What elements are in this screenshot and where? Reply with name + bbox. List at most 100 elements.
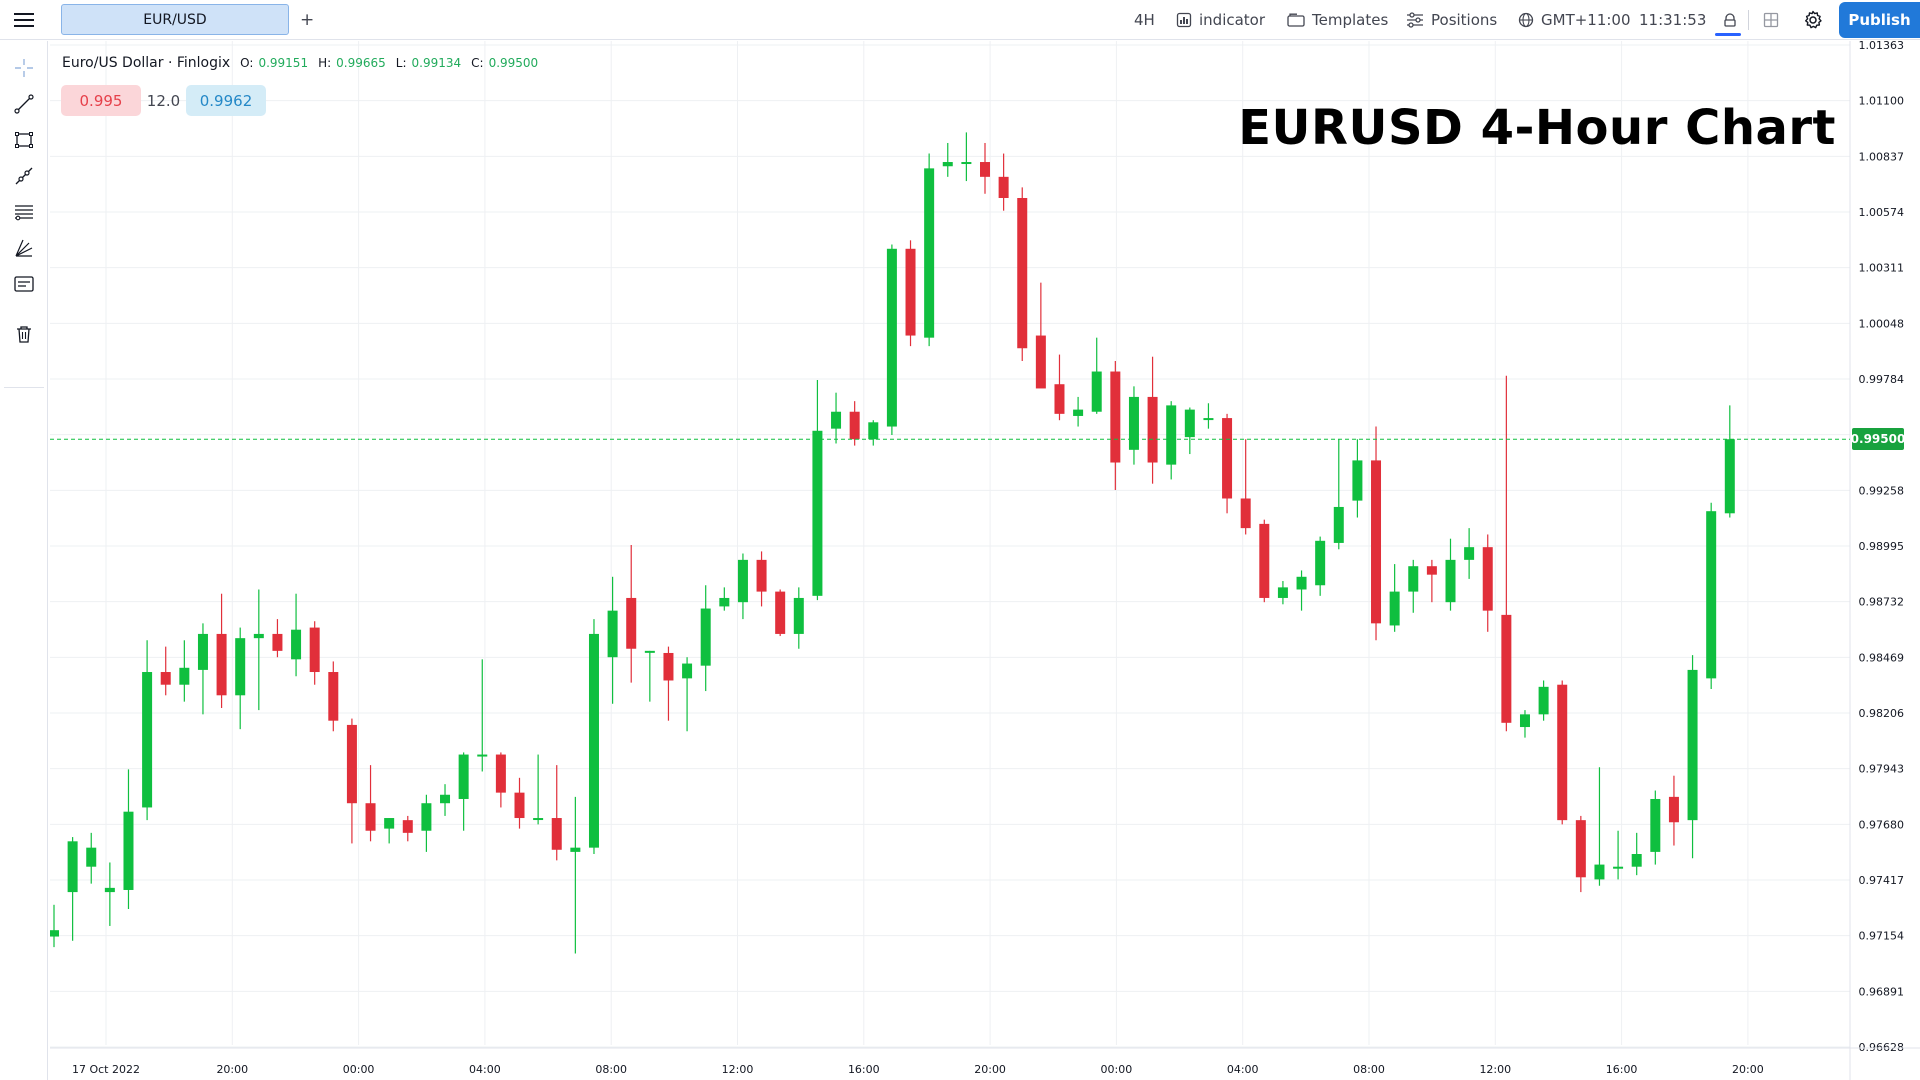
y-tick-label: 1.00048 (1859, 317, 1905, 330)
candle (868, 420, 879, 446)
candle-body (1650, 798, 1661, 852)
add-tab-button[interactable]: + (300, 10, 315, 30)
candle-body (1017, 197, 1028, 349)
candle-body (160, 672, 171, 685)
candle (570, 796, 581, 954)
indicator-label: indicator (1199, 11, 1266, 29)
y-tick-label: 0.99258 (1859, 484, 1905, 497)
y-tick-label: 1.01363 (1859, 41, 1905, 52)
price-chart[interactable]: 1.01363 1.01100 1.00837 1.00574 1.00311 1.000… (50, 41, 1920, 1080)
text-note-icon[interactable] (11, 271, 37, 297)
candle-body (961, 162, 972, 165)
candle-body (328, 672, 339, 721)
candle-body (1035, 335, 1046, 389)
x-tick-label: 12:00 (722, 1063, 754, 1076)
candle-body (1519, 714, 1530, 728)
timezone-button[interactable]: GMT+11:00 (1518, 0, 1631, 40)
candle (1147, 356, 1158, 484)
clock: 11:31:53 (1639, 11, 1707, 29)
candle (1315, 536, 1326, 596)
candle-body (272, 633, 283, 651)
y-tick-label: 0.96891 (1859, 985, 1905, 998)
candle (886, 244, 897, 436)
candle (756, 551, 767, 607)
candle (1259, 519, 1270, 603)
candle (924, 153, 935, 347)
candle-body (700, 608, 711, 666)
open-value: 0.99151 (258, 56, 309, 70)
crosshair-icon[interactable] (11, 55, 37, 81)
candle-body (905, 248, 916, 336)
candle-body (440, 794, 451, 804)
candle-body (1389, 591, 1400, 626)
candle-body (384, 818, 395, 829)
trash-icon[interactable] (11, 321, 37, 347)
y-tick-label: 0.97154 (1859, 930, 1905, 943)
candle-body (1240, 498, 1251, 529)
hamburger-menu-icon[interactable] (12, 0, 36, 40)
toolbar-separator (4, 387, 44, 388)
candle-body (1333, 506, 1344, 543)
rectangle-icon[interactable] (11, 127, 37, 153)
candle-body (402, 820, 413, 833)
candle-body (942, 162, 953, 167)
candle (86, 832, 97, 884)
candle-body (719, 597, 730, 607)
ray-icon[interactable] (11, 163, 37, 189)
candle-body (50, 930, 59, 937)
candle-body (86, 847, 97, 867)
high-label: H: (318, 56, 332, 70)
candle (1128, 386, 1139, 465)
x-tick-label: 20:00 (974, 1063, 1006, 1076)
buy-price-button[interactable]: 0.9962 (186, 85, 266, 116)
candle-body (1128, 396, 1139, 450)
candle (1110, 360, 1121, 491)
candle (663, 646, 674, 721)
fib-lines-icon[interactable] (11, 199, 37, 225)
candle-body (1501, 614, 1512, 723)
candle-body (477, 754, 488, 757)
positions-button[interactable]: Positions (1406, 0, 1497, 40)
candle (1035, 282, 1046, 389)
candle (1166, 401, 1177, 480)
candle (309, 621, 320, 685)
lock-icon[interactable] (1715, 0, 1745, 40)
candle (1240, 439, 1251, 535)
candle-body (924, 168, 935, 338)
symbol-tab[interactable]: EUR/USD (61, 4, 289, 35)
layout-grid-icon[interactable] (1758, 0, 1784, 40)
pitchfork-icon[interactable] (11, 235, 37, 261)
candle-body (1110, 371, 1121, 463)
candle (1687, 655, 1698, 859)
candle (849, 401, 860, 446)
candle (1501, 375, 1512, 732)
interval-selector[interactable]: 4H (1134, 11, 1155, 29)
candle (1519, 710, 1530, 738)
x-tick-label: 00:00 (343, 1063, 375, 1076)
templates-button[interactable]: Templates (1287, 0, 1388, 40)
candle-body (1054, 384, 1065, 414)
close-value: 0.99500 (488, 56, 539, 70)
candle-body (1594, 864, 1605, 880)
publish-button[interactable]: Publish (1839, 2, 1920, 38)
indicator-button[interactable]: indicator (1176, 0, 1265, 40)
candle (421, 794, 432, 852)
gear-icon[interactable] (1800, 0, 1826, 40)
candle-body (346, 724, 357, 804)
candle (1650, 790, 1661, 865)
candle-body (179, 667, 190, 685)
candle (793, 587, 804, 649)
candle (812, 379, 823, 601)
candle-body (514, 792, 525, 819)
candle-body (607, 610, 618, 658)
sell-price-button[interactable]: 0.995 (61, 85, 141, 116)
candle (1668, 775, 1679, 846)
candle-body (1184, 409, 1195, 438)
templates-icon (1287, 13, 1305, 27)
candle-body (998, 176, 1009, 198)
candle-body (495, 754, 506, 793)
candle-body (980, 162, 990, 177)
candle (1184, 407, 1195, 455)
x-tick-label: 04:00 (469, 1063, 501, 1076)
trend-line-icon[interactable] (11, 91, 37, 117)
